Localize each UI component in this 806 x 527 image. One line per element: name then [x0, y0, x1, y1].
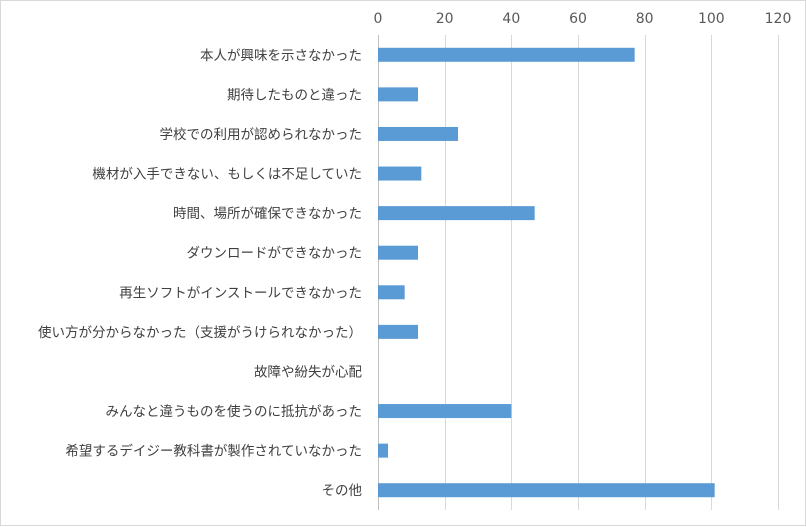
grid-layer [378, 35, 779, 510]
bar [378, 166, 422, 181]
category-label: その他 [322, 483, 363, 499]
category-label: 使い方が分からなかった（支援がうけられなかった） [38, 324, 362, 341]
bar [378, 47, 635, 62]
x-tick-label: 80 [636, 11, 654, 27]
category-label: 学校での利用が認められなかった [160, 126, 363, 143]
category-label: ダウンロードができなかった [187, 246, 363, 262]
category-labels: 本人が興味を示さなかった期待したものと違った学校での利用が認められなかった機材が… [38, 48, 362, 499]
bar [378, 206, 535, 221]
category-label: 時間、場所が確保できなかった [173, 206, 362, 222]
category-label: みんなと違うものを使うのに抵抗があった [106, 403, 363, 420]
x-tick-labels: 0 20 40 60 80 100 120 [374, 11, 792, 27]
category-label: 機材が入手できない、もしくは不足していた [92, 167, 362, 183]
bar [378, 443, 388, 458]
category-label: 故障や紛失が心配 [254, 364, 362, 380]
x-tick-label: 0 [374, 11, 383, 27]
bar [378, 245, 418, 260]
bar [378, 87, 418, 102]
x-tick-label: 60 [569, 11, 587, 27]
bars [378, 47, 715, 498]
x-tick-label: 40 [502, 11, 520, 27]
bar [378, 285, 405, 300]
category-label: 希望するデイジー教科書が製作されていなかった [65, 443, 362, 460]
bar [378, 126, 458, 141]
bar [378, 483, 715, 498]
category-label: 再生ソフトがインストールできなかった [119, 285, 362, 301]
x-tick-label: 120 [765, 11, 792, 27]
x-tick-label: 20 [436, 11, 454, 27]
category-label: 本人が興味を示さなかった [200, 48, 362, 64]
category-label: 期待したものと違った [227, 87, 362, 103]
bar [378, 404, 512, 419]
x-tick-label: 100 [698, 11, 725, 27]
bar [378, 324, 418, 339]
